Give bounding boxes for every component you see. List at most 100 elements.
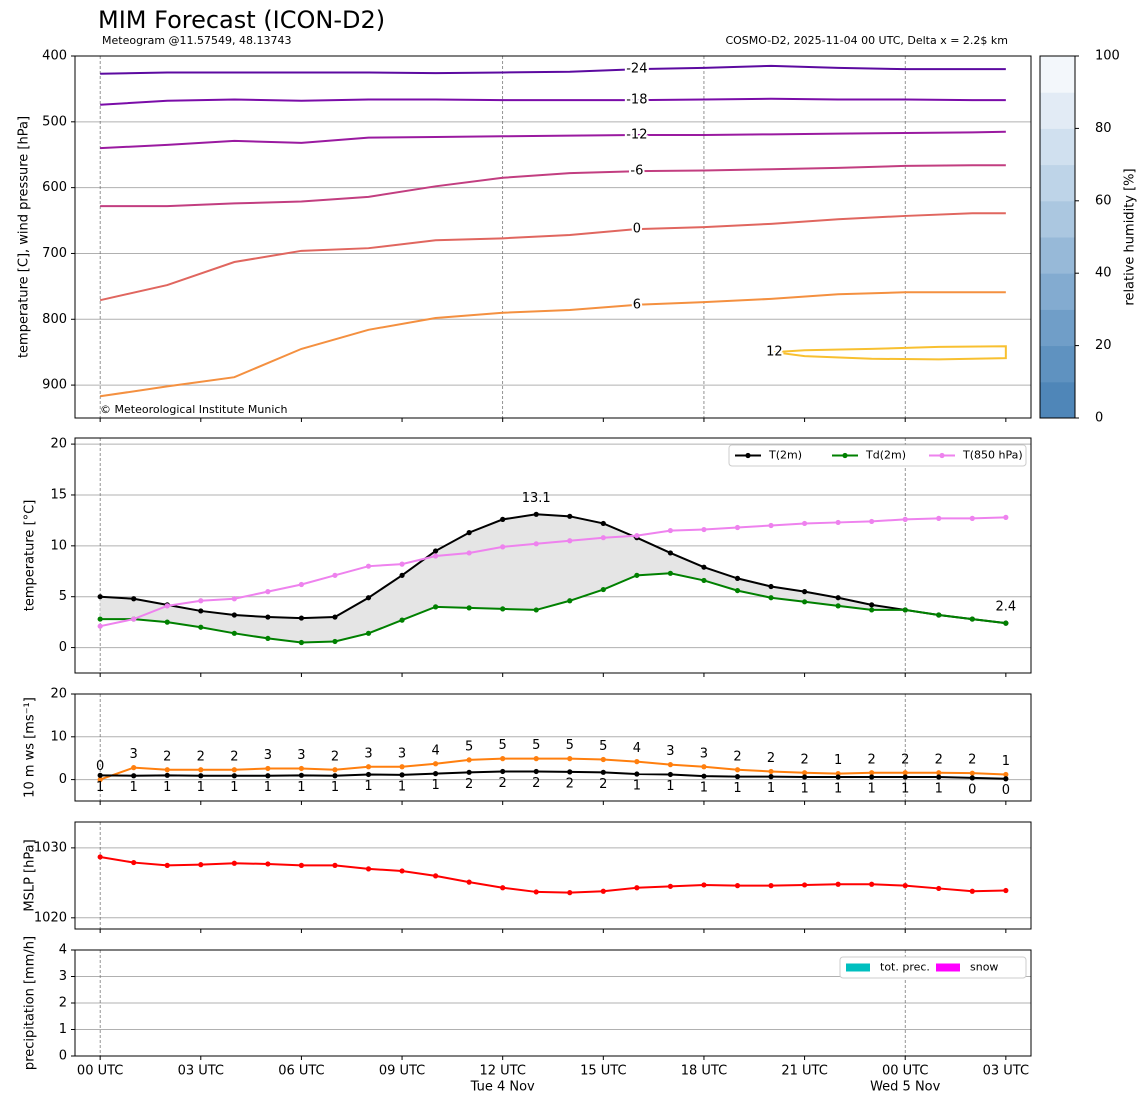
legend-label: tot. prec. — [880, 961, 930, 974]
marker — [600, 769, 606, 775]
x-tick-label: 06 UTC — [278, 1064, 324, 1079]
y-tick-label: 700 — [42, 246, 67, 261]
colorbar-band — [1040, 56, 1075, 93]
marker — [634, 759, 640, 765]
marker — [466, 550, 472, 556]
value-label: 5 — [532, 738, 540, 753]
marker — [969, 770, 975, 776]
marker — [198, 773, 204, 779]
marker — [936, 770, 942, 776]
value-label: 1 — [1002, 754, 1010, 769]
value-label: 1 — [230, 780, 238, 795]
marker — [969, 888, 975, 894]
marker — [298, 772, 305, 778]
colorbar-frame — [1039, 55, 1076, 419]
marker — [801, 599, 808, 605]
marker — [801, 882, 808, 888]
date-label: Wed 5 Nov — [870, 1080, 941, 1095]
value-label: 1 — [96, 780, 104, 795]
y-axis-label: precipitation [mm/h] — [23, 936, 38, 1070]
legend-label: T(850 hPa) — [962, 449, 1023, 462]
marker — [432, 873, 439, 879]
legend-marker — [842, 452, 848, 459]
marker — [902, 774, 908, 780]
value-label: 3 — [130, 747, 138, 762]
y-axis-label: MSLP [hPa] — [23, 839, 38, 911]
value-label: 1 — [901, 782, 909, 797]
contour-label: -12 — [626, 127, 647, 142]
marker — [399, 772, 405, 778]
contour-line — [100, 64, 1006, 75]
value-label: 1 — [935, 782, 943, 797]
value-label: 0 — [1002, 783, 1010, 798]
marker — [768, 583, 774, 590]
legend-box — [728, 444, 1027, 467]
value-label: 5 — [465, 739, 473, 754]
marker — [298, 862, 305, 868]
marker — [835, 774, 841, 780]
value-label: 5 — [566, 738, 574, 753]
marker — [399, 561, 405, 567]
marker — [869, 607, 875, 613]
contour-line — [100, 291, 1006, 398]
x-tick-label: 21 UTC — [781, 1064, 827, 1079]
annotation: 13.1 — [522, 491, 551, 506]
x-tick-label: 03 UTC — [178, 1064, 224, 1079]
contour-line — [100, 130, 1006, 150]
value-label: 1 — [163, 780, 171, 795]
marker — [298, 639, 305, 646]
marker — [768, 522, 774, 529]
value-label: 3 — [700, 746, 708, 761]
marker — [97, 772, 103, 778]
colorbar-band — [1040, 164, 1075, 202]
marker — [500, 756, 506, 762]
value-label: 1 — [633, 779, 641, 794]
series-line — [99, 757, 1006, 781]
marker — [969, 616, 975, 622]
marker — [734, 767, 741, 773]
marker — [734, 524, 741, 531]
marker — [332, 572, 338, 578]
value-label: 1 — [666, 779, 674, 794]
y-tick-label: 4 — [59, 943, 67, 958]
marker — [667, 527, 674, 534]
colorbar-band — [1040, 128, 1075, 166]
marker — [164, 767, 170, 773]
value-label: 2 — [800, 752, 808, 767]
value-label: 1 — [264, 780, 272, 795]
marker — [265, 614, 271, 620]
marker — [500, 885, 506, 891]
marker — [835, 881, 841, 887]
value-label: 5 — [499, 738, 507, 753]
y-tick-label: 0 — [59, 1049, 67, 1064]
marker — [567, 890, 573, 896]
marker — [835, 603, 841, 609]
marker — [768, 768, 774, 775]
value-label: 2 — [331, 749, 339, 764]
y-tick-label: 0 — [59, 640, 67, 655]
colorbar-tick-label: 80 — [1095, 121, 1112, 136]
marker — [432, 548, 439, 554]
colorbar-tick-label: 20 — [1095, 338, 1112, 353]
legend-label: Td(2m) — [865, 449, 906, 462]
marker — [634, 533, 640, 539]
marker — [869, 518, 875, 525]
value-label: 5 — [599, 739, 607, 754]
marker — [600, 535, 606, 541]
marker — [365, 630, 372, 636]
marker — [600, 586, 606, 593]
plot-frame — [74, 821, 1032, 930]
y-tick-label: 400 — [42, 49, 67, 64]
marker — [265, 635, 271, 642]
contour-line — [774, 345, 1007, 361]
marker — [97, 854, 103, 860]
marker — [902, 516, 908, 522]
marker — [701, 564, 707, 570]
marker — [1003, 620, 1009, 626]
marker — [466, 769, 472, 775]
plot-frame — [74, 55, 1032, 419]
marker — [936, 515, 942, 521]
marker — [1003, 771, 1009, 778]
marker — [936, 885, 942, 892]
marker — [399, 617, 405, 623]
